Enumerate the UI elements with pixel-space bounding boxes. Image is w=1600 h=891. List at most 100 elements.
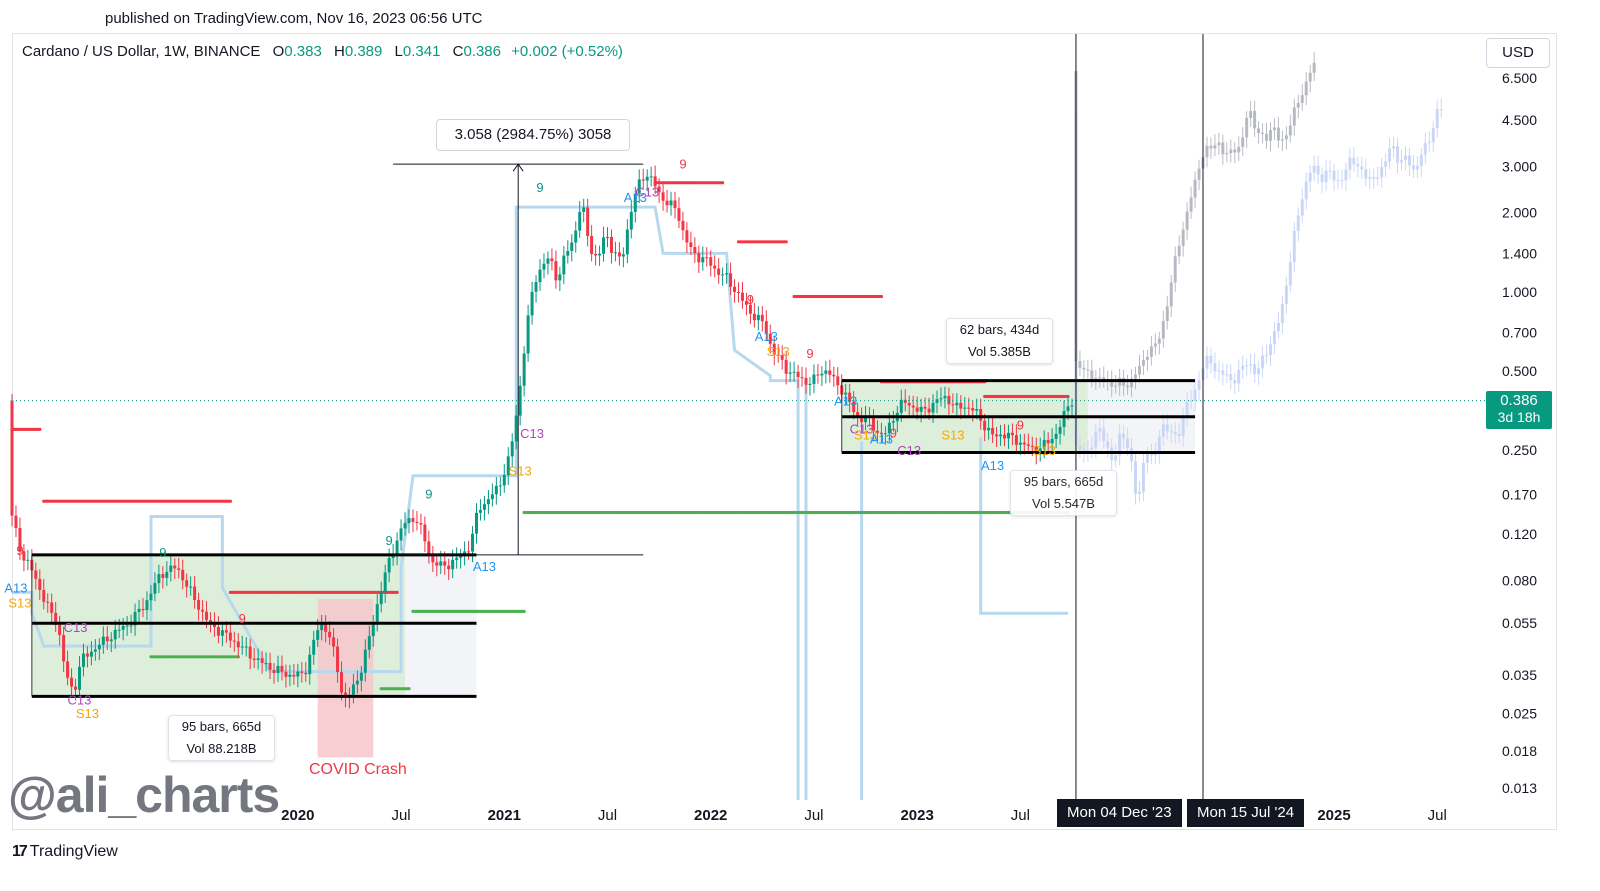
price-candle bbox=[121, 625, 125, 630]
price-candle bbox=[471, 533, 475, 552]
price-candle bbox=[125, 625, 129, 627]
price-candle bbox=[1054, 433, 1058, 439]
projection-blue-candle bbox=[1102, 428, 1106, 442]
price-candle bbox=[598, 253, 602, 256]
price-candle bbox=[649, 176, 653, 178]
td-sequential-label: C13 bbox=[850, 421, 874, 436]
price-candle bbox=[244, 646, 248, 648]
projection-blue-candle bbox=[1268, 344, 1272, 356]
projection-gray-candle bbox=[1284, 135, 1288, 140]
price-candle bbox=[232, 640, 236, 642]
low-label: L bbox=[394, 43, 403, 60]
price-candle bbox=[995, 434, 999, 437]
price-candle bbox=[157, 574, 161, 584]
price-candle bbox=[832, 374, 836, 377]
tradingview-mark-icon: 17 bbox=[12, 843, 28, 860]
currency-button[interactable]: USD bbox=[1486, 38, 1550, 68]
td-sequential-label: A13 bbox=[981, 458, 1004, 473]
projection-blue-candle bbox=[1392, 146, 1396, 149]
price-candle bbox=[701, 257, 705, 263]
price-candle bbox=[685, 230, 689, 243]
tradingview-logo[interactable]: 17 TradingView bbox=[12, 843, 118, 861]
price-candle bbox=[514, 415, 518, 442]
price-candle bbox=[629, 211, 633, 230]
range-1-volume: Vol 88.218B bbox=[186, 741, 257, 756]
projection-gray-candle bbox=[1300, 95, 1304, 103]
price-candle bbox=[542, 263, 546, 270]
price-candle bbox=[161, 574, 165, 578]
price-candle bbox=[971, 408, 975, 411]
high-value: 0.389 bbox=[344, 43, 383, 60]
range-2-callout: 62 bars, 434d Vol 5.385B bbox=[946, 318, 1053, 364]
price-candle bbox=[1010, 432, 1014, 436]
projection-gray-candle bbox=[1197, 168, 1201, 180]
price-candle bbox=[943, 395, 947, 399]
tdst-support-dot bbox=[522, 609, 526, 614]
projection-blue-candle bbox=[1114, 455, 1118, 461]
crosshair-date-label-1: Mon 04 Dec '23 bbox=[1057, 799, 1182, 827]
price-candle bbox=[169, 565, 173, 572]
price-candle bbox=[395, 540, 399, 555]
bar-countdown: 3d 18h bbox=[1497, 409, 1541, 425]
x-axis-tick-label: Jul bbox=[1011, 807, 1030, 824]
td-sequential-label: 9 bbox=[425, 486, 432, 501]
projection-blue-candle bbox=[1324, 170, 1328, 183]
price-candle bbox=[999, 434, 1003, 437]
price-candle bbox=[443, 561, 447, 566]
y-axis-tick-label: 0.170 bbox=[1502, 486, 1537, 502]
price-candle bbox=[860, 415, 864, 423]
projection-blue-candle bbox=[1078, 445, 1082, 450]
measure-label[interactable]: 3.058 (2984.75%) 3058 bbox=[436, 119, 630, 151]
covid-crash-label: COVID Crash bbox=[309, 761, 407, 778]
price-candle bbox=[780, 354, 784, 360]
y-axis-tick-label: 0.025 bbox=[1502, 705, 1537, 721]
current-price-badge: 0.386 3d 18h bbox=[1486, 391, 1552, 429]
price-candle bbox=[665, 200, 669, 206]
price-candle bbox=[748, 304, 752, 314]
projection-blue-candle bbox=[1427, 141, 1431, 143]
projection-gray-candle bbox=[1265, 133, 1269, 141]
price-candle bbox=[1058, 426, 1062, 434]
price-candle bbox=[248, 646, 252, 659]
price-candle bbox=[717, 268, 721, 275]
price-candle bbox=[947, 395, 951, 405]
price-candle bbox=[820, 373, 824, 376]
projection-gray-candle bbox=[1094, 378, 1098, 380]
price-candle bbox=[828, 370, 832, 375]
price-candle bbox=[510, 441, 514, 457]
projection-blue-candle bbox=[1364, 169, 1368, 179]
projection-gray-candle bbox=[1153, 343, 1157, 347]
tdst-resistance-dot bbox=[721, 181, 725, 185]
open-value: 0.383 bbox=[284, 43, 322, 60]
price-candle bbox=[22, 551, 26, 561]
crosshair-date-label-2: Mon 15 Jul '24 bbox=[1187, 799, 1305, 827]
range-box-ext-1 bbox=[405, 554, 477, 697]
projection-blue-candle bbox=[1308, 172, 1312, 182]
projection-blue-candle bbox=[1328, 170, 1332, 172]
projection-blue-candle bbox=[1352, 157, 1356, 165]
projection-gray-candle bbox=[1229, 149, 1233, 154]
projection-blue-candle bbox=[1149, 454, 1153, 456]
author-watermark: @ali_charts bbox=[8, 767, 280, 823]
td-sequential-label: A13 bbox=[755, 329, 778, 344]
price-candle bbox=[252, 658, 256, 661]
price-candle bbox=[673, 200, 677, 209]
price-candle bbox=[796, 371, 800, 378]
projection-blue-candle bbox=[1141, 463, 1145, 492]
projection-blue-candle bbox=[1265, 355, 1269, 357]
projection-blue-candle bbox=[1407, 155, 1411, 166]
price-candle bbox=[38, 578, 42, 591]
price-candle bbox=[224, 630, 228, 633]
price-candle bbox=[613, 252, 617, 254]
price-candle bbox=[609, 236, 613, 253]
x-axis-tick-label: 2023 bbox=[900, 807, 933, 824]
price-candle bbox=[316, 630, 320, 640]
price-candle bbox=[494, 485, 498, 495]
price-candle bbox=[1003, 434, 1006, 439]
price-candle bbox=[81, 653, 85, 667]
price-candle bbox=[621, 254, 625, 257]
price-candle bbox=[467, 551, 471, 553]
td-sequential-label: C13 bbox=[64, 620, 88, 635]
projection-gray-candle bbox=[1280, 139, 1284, 141]
